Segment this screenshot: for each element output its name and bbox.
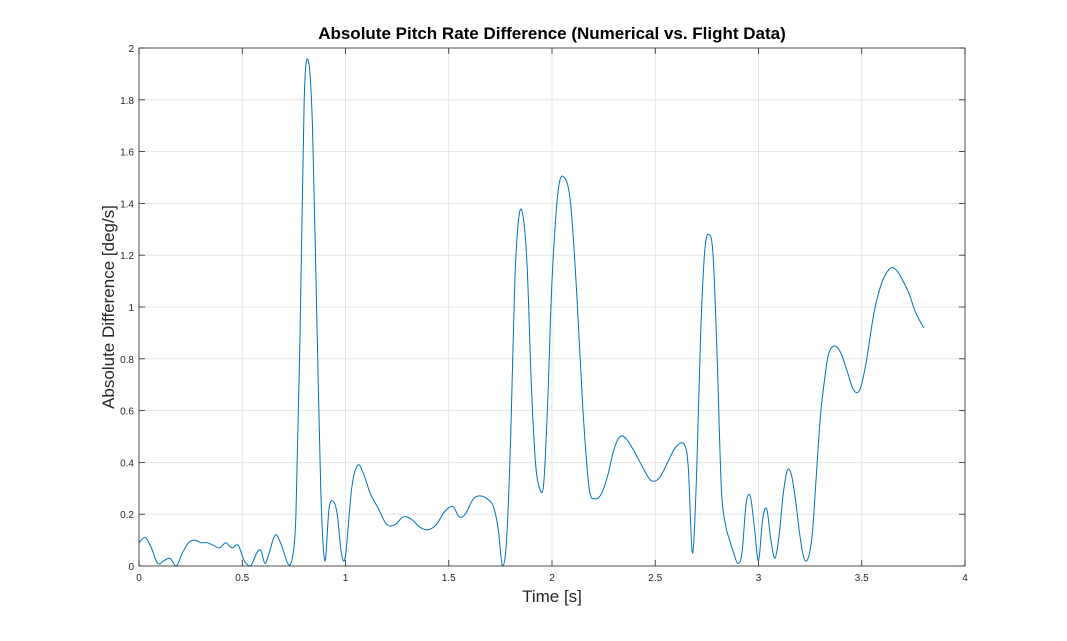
x-tick-label: 1.5: [442, 573, 456, 584]
x-tick-label: 2: [549, 573, 555, 584]
x-tick-label: 0.5: [235, 573, 249, 584]
data-series-line: [138, 58, 925, 567]
y-tick-label: 0.6: [120, 407, 134, 418]
y-tick-label: 1.8: [120, 96, 134, 107]
y-tick-label: 1: [128, 303, 134, 314]
y-tick-label: 0.8: [120, 355, 134, 366]
y-tick-label: 0: [128, 562, 134, 573]
plot-area-border: [138, 47, 966, 567]
y-tick-label: 0.4: [120, 458, 134, 469]
x-tick-label: 1: [343, 573, 349, 584]
y-tick-label: 1.2: [120, 251, 134, 262]
y-axis-title: Absolute Difference [deg/s]: [99, 205, 118, 409]
y-tick-labels: 0 0.2 0.4 0.6 0.8 1 1.2 1.4 1.6 1.8 2: [120, 44, 134, 573]
x-tick-label: 3: [756, 573, 762, 584]
y-tick-label: 2: [128, 44, 134, 55]
y-tick-label: 0.2: [120, 510, 134, 521]
x-axis-title: Time [s]: [522, 587, 582, 606]
y-tick-label: 1.4: [120, 199, 134, 210]
x-tick-label: 0: [136, 573, 142, 584]
x-tick-label: 2.5: [648, 573, 662, 584]
x-tick-label: 4: [962, 573, 968, 584]
x-tick-label: 3.5: [855, 573, 869, 584]
chart-title: Absolute Pitch Rate Difference (Numerica…: [318, 24, 786, 43]
x-tick-labels: 0 0.5 1 1.5 2 2.5 3 3.5 4: [136, 573, 968, 584]
y-tick-label: 1.6: [120, 148, 134, 159]
